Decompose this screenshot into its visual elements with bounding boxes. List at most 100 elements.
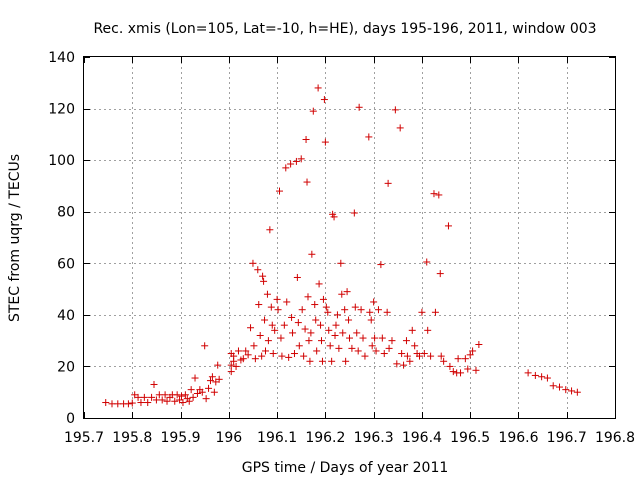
data-point [420,350,428,358]
x-tick-label: 196.4 [402,430,442,446]
y-tick-label: 80 [57,205,75,221]
x-tick-label: 196.8 [595,430,635,446]
data-point [457,369,465,377]
data-point [549,382,557,390]
data-point [187,386,195,394]
data-point [274,306,282,314]
data-point [181,391,189,399]
chart-title: Rec. xmis (Lon=105, Lat=-10, h=HE), days… [93,21,596,37]
data-point [430,190,438,198]
data-point [324,308,332,316]
data-point [335,344,343,352]
data-point [339,329,347,337]
data-point [262,347,270,355]
data-point [573,388,581,396]
x-tick-labels: 195.7 195.8 195.9 196 196.1 196.2 196.3 196.4 19… [64,430,635,446]
data-point [385,344,393,352]
data-point [400,361,408,369]
data-point [388,337,396,345]
data-point [367,316,375,324]
data-point [210,388,218,396]
data-point [449,368,457,376]
data-point [342,357,350,365]
data-point [298,306,306,314]
data-point [263,290,271,298]
data-point [318,357,326,365]
data-point [337,259,345,267]
data-point [403,352,411,360]
y-tick-label: 100 [48,153,75,169]
data-point [261,316,269,324]
data-point [538,373,546,381]
data-point [378,334,386,342]
data-point [361,352,369,360]
data-point [393,360,401,368]
data-point [206,377,214,385]
data-point [308,250,316,258]
data-point [150,380,158,388]
data-point [276,187,284,195]
data-point [208,373,216,381]
data-point [469,347,477,355]
x-tick-label: 195.8 [112,430,152,446]
data-point [348,344,356,352]
x-tick-label: 195.9 [160,430,200,446]
data-point [303,178,311,186]
data-point [269,350,277,358]
data-point [306,357,314,365]
data-point [325,326,333,334]
data-point [290,350,298,358]
data-point [198,388,206,396]
data-point [292,157,300,165]
data-point [315,280,323,288]
data-point [454,355,462,363]
data-point [247,324,255,332]
data-point [294,319,302,327]
data-point [314,84,322,92]
data-point [370,298,378,306]
y-tick-label: 20 [57,359,75,375]
x-tick-label: 196.7 [547,430,587,446]
data-point [338,290,346,298]
data-point [242,347,250,355]
data-point [278,352,286,360]
data-point [201,342,209,350]
data-point [178,392,186,400]
y-tick-label: 140 [48,50,75,66]
axis-ticks [84,57,616,419]
data-point [383,308,391,316]
data-point [359,334,367,342]
data-point [318,337,326,345]
data-point [380,350,388,358]
data-point [398,350,406,358]
data-point [307,329,315,337]
y-tick-labels: 0 20 40 60 80 100 120 140 [48,50,75,427]
data-point [305,337,313,345]
data-point [396,124,404,132]
data-point [446,362,454,370]
data-point [285,353,293,361]
data-point [440,357,448,365]
data-point [555,383,563,391]
data-point [333,311,341,319]
data-point [289,329,297,337]
data-point [341,306,349,314]
data-point [391,106,399,114]
data-point [268,321,276,329]
data-point [288,313,296,321]
data-point [256,331,264,339]
data-point [191,374,199,382]
data-point [264,337,272,345]
data-point [436,270,444,278]
data-point [215,375,223,383]
data-point [366,308,374,316]
data-point [230,352,238,360]
data-point [214,361,222,369]
data-point [189,393,197,401]
data-point [475,341,483,349]
grid [84,57,615,418]
data-point [283,298,291,306]
data-point [427,352,435,360]
data-point [332,321,340,329]
